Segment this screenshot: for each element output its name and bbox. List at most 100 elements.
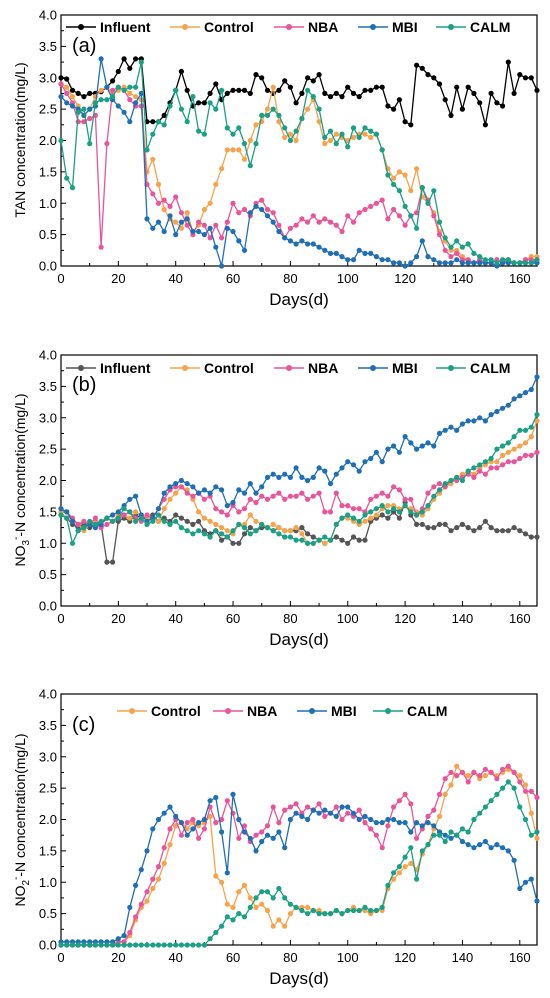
- panel-c-point-calm: [436, 832, 443, 838]
- panel-b-point-nba: [282, 496, 288, 502]
- panel-b-point-nba: [178, 484, 184, 490]
- panel-b-point-influent: [173, 512, 179, 518]
- panel-c-legend-marker: [225, 708, 231, 714]
- panel-a-point-influent: [500, 103, 506, 109]
- panel-a-frame: [60, 14, 538, 267]
- panel-a-point-nba: [259, 197, 265, 203]
- panel-a-legend-label: Influent: [100, 19, 151, 35]
- panel-c-point-nba: [270, 804, 276, 810]
- panel-c-point-mbi: [259, 838, 265, 845]
- panel-a-point-influent: [207, 90, 213, 96]
- panel-c-point-calm: [75, 942, 81, 948]
- panel-a-point-mbi: [69, 103, 76, 109]
- panel-c-point-mbi: [368, 816, 374, 823]
- panel-c-point-calm: [333, 907, 339, 914]
- panel-b-legend-label: Influent: [100, 360, 151, 376]
- panel-a-point-mbi: [282, 235, 288, 241]
- panel-b-xtick-label: 20: [111, 611, 125, 626]
- panel-a-point-mbi: [425, 254, 431, 260]
- panel-a-point-mbi: [327, 250, 334, 256]
- panel-b-point-nba: [247, 496, 253, 502]
- panel-b-point-mbi: [58, 506, 64, 512]
- panel-b-point-mbi: [224, 503, 230, 509]
- panel-a-point-calm: [459, 244, 465, 250]
- panel-a-point-influent: [64, 76, 70, 82]
- panel-c-point-mbi: [236, 816, 242, 823]
- panel-a-point-nba: [373, 200, 379, 206]
- panel-a-point-nba: [391, 206, 397, 213]
- panel-a-point-influent: [230, 87, 236, 93]
- panel-a-point-influent: [528, 75, 534, 81]
- panel-c-point-calm: [385, 882, 391, 889]
- panel-a-point-nba: [219, 235, 225, 241]
- panel-c-point-mbi: [522, 879, 529, 885]
- panel-c-point-calm: [408, 845, 414, 851]
- panel-b-point-calm: [316, 537, 322, 543]
- panel-b-point-control: [161, 506, 167, 512]
- panel-b-ytick-label: 0.5: [39, 567, 57, 582]
- panel-c-point-mbi: [201, 816, 207, 823]
- panel-a-point-control: [230, 147, 236, 153]
- panel-a-ticks: 0 20 40 60 80 100 120 140 160 0.0 0.5 1.0 1.5 2.0 2.5 3…: [39, 8, 531, 287]
- panel-b-point-nba: [528, 452, 534, 458]
- panel-b-point-calm: [385, 509, 391, 515]
- panel-c-xtick-label: 80: [283, 950, 297, 965]
- panel-a-point-mbi: [213, 244, 219, 250]
- panel-c-point-mbi: [155, 816, 162, 823]
- panel-c-point-mbi: [115, 936, 121, 942]
- panel-a-point-control: [207, 200, 213, 206]
- panel-b-point-mbi: [299, 474, 305, 480]
- panel-a-point-calm: [196, 128, 202, 134]
- panel-b-point-nba: [190, 493, 196, 499]
- panel-a-point-control: [282, 134, 288, 140]
- panel-c-point-control: [213, 873, 219, 879]
- panel-b-point-nba: [327, 509, 334, 515]
- panel-a-point-calm: [396, 188, 402, 194]
- panel-b-xtick-label: 0: [57, 611, 64, 626]
- panel-a-point-calm: [471, 250, 477, 256]
- panel-a-point-mbi: [127, 119, 133, 125]
- panel-b-ytick-label: 2.0: [39, 473, 57, 488]
- panel-b-point-calm: [511, 434, 517, 440]
- panel-a-point-calm: [477, 254, 483, 260]
- panel-c-point-calm: [184, 942, 190, 948]
- panel-b-point-influent: [511, 525, 517, 531]
- panel-a-point-influent: [350, 90, 357, 96]
- panel-b: 0 20 40 60 80 100 120 140 160 0.0 0.5 1.0 1.5 2.0 2.5 3…: [11, 348, 540, 649]
- panel-a-point-influent: [471, 90, 477, 96]
- panel-c-point-mbi: [396, 820, 402, 826]
- panel-a-point-influent: [87, 90, 93, 96]
- panel-c-point-mbi: [391, 816, 397, 823]
- panel-c-point-calm: [213, 929, 219, 936]
- panel-a-point-control: [224, 147, 230, 153]
- panel-c-point-nba: [161, 845, 167, 851]
- panel-a-point-influent: [465, 84, 471, 90]
- panel-a-point-mbi: [236, 238, 242, 244]
- panel-b-point-influent: [494, 528, 500, 534]
- panel-c-point-mbi: [144, 848, 150, 854]
- panel-a-point-mbi: [350, 257, 357, 263]
- panel-a-point-mbi: [144, 216, 150, 222]
- panel-a-point-calm: [121, 87, 127, 93]
- panel-a-point-calm: [465, 241, 471, 247]
- panel-a-point-mbi: [155, 219, 162, 225]
- panel-a-point-calm: [310, 94, 316, 100]
- panel-b-point-mbi: [241, 490, 248, 496]
- panel-a-point-mbi: [230, 228, 236, 235]
- panel-b-point-control: [282, 528, 288, 534]
- panel-c-point-calm: [368, 907, 374, 914]
- panel-c-point-calm: [477, 810, 483, 816]
- panel-c-point-mbi: [184, 832, 190, 838]
- panel-a-point-calm: [92, 100, 98, 106]
- panel-a-point-calm: [350, 125, 357, 131]
- panel-a-point-calm: [299, 115, 305, 122]
- panel-b-point-influent: [465, 525, 471, 531]
- panel-a-point-mbi: [276, 228, 282, 235]
- panel-b-point-mbi: [448, 424, 454, 430]
- panel-a-line-calm: [60, 61, 538, 264]
- panel-b-point-influent: [488, 525, 494, 531]
- panel-b-point-mbi: [259, 484, 265, 490]
- panel-a-point-influent: [391, 106, 397, 112]
- panel-a-point-calm: [81, 106, 87, 112]
- panel-c-line-nba: [61, 765, 538, 946]
